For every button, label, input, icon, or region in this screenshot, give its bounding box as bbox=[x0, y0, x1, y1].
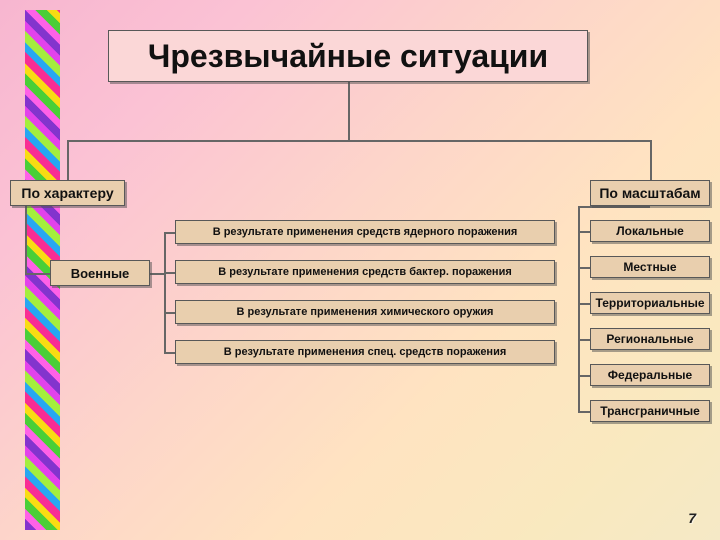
connector bbox=[578, 231, 590, 233]
right-item: Местные bbox=[590, 256, 710, 278]
connector bbox=[25, 206, 27, 273]
right-item-text: Территориальные bbox=[595, 296, 704, 310]
connector bbox=[578, 411, 590, 413]
header-right-text: По масштабам bbox=[599, 185, 700, 201]
middle-item-text: В результате применения средств ядерного… bbox=[213, 226, 518, 238]
connector bbox=[348, 140, 650, 142]
connector bbox=[164, 272, 175, 274]
right-item: Региональные bbox=[590, 328, 710, 350]
header-left-text: По характеру bbox=[21, 185, 113, 201]
connector bbox=[578, 375, 590, 377]
connector bbox=[67, 140, 350, 142]
middle-item: В результате применения средств бактер. … bbox=[175, 260, 555, 284]
slide: Чрезвычайные ситуации По характеру По ма… bbox=[0, 0, 720, 540]
left-single-box: Военные bbox=[50, 260, 150, 286]
right-item: Федеральные bbox=[590, 364, 710, 386]
connector bbox=[67, 140, 69, 180]
right-item: Трансграничные bbox=[590, 400, 710, 422]
connector bbox=[25, 273, 50, 275]
right-item-text: Трансграничные bbox=[600, 404, 700, 418]
middle-item: В результате применения средств ядерного… bbox=[175, 220, 555, 244]
title-text: Чрезвычайные ситуации bbox=[148, 38, 548, 75]
middle-item-text: В результате применения средств бактер. … bbox=[218, 266, 512, 278]
header-left-box: По характеру bbox=[10, 180, 125, 206]
connector bbox=[578, 206, 580, 411]
middle-item: В результате применения химического оруж… bbox=[175, 300, 555, 324]
right-item-text: Локальные bbox=[616, 224, 684, 238]
connector bbox=[348, 82, 350, 140]
right-item: Локальные bbox=[590, 220, 710, 242]
page-number: 7 bbox=[688, 510, 696, 526]
right-item-text: Местные bbox=[623, 260, 676, 274]
right-item-text: Региональные bbox=[606, 332, 693, 346]
middle-item-text: В результате применения спец. средств по… bbox=[224, 346, 507, 358]
header-right-box: По масштабам bbox=[590, 180, 710, 206]
connector bbox=[164, 312, 175, 314]
connector bbox=[150, 273, 164, 275]
connector bbox=[578, 339, 590, 341]
connector bbox=[578, 206, 650, 208]
right-item: Территориальные bbox=[590, 292, 710, 314]
middle-item: В результате применения спец. средств по… bbox=[175, 340, 555, 364]
middle-item-text: В результате применения химического оруж… bbox=[237, 306, 494, 318]
connector bbox=[578, 303, 590, 305]
connector bbox=[164, 352, 175, 354]
right-item-text: Федеральные bbox=[608, 368, 692, 382]
connector bbox=[578, 267, 590, 269]
connector bbox=[650, 140, 652, 180]
left-single-text: Военные bbox=[71, 266, 130, 281]
connector bbox=[164, 232, 166, 352]
connector bbox=[164, 232, 175, 234]
title-box: Чрезвычайные ситуации bbox=[108, 30, 588, 82]
